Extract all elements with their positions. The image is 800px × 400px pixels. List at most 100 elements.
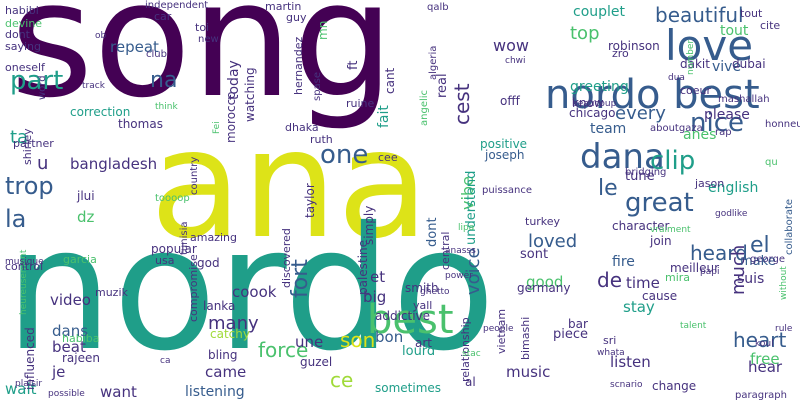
word-compromise: compromise bbox=[187, 254, 200, 322]
word-yall: yall bbox=[413, 299, 433, 312]
word-partner: partner bbox=[13, 137, 54, 150]
word-hear: hear bbox=[748, 358, 783, 376]
word-mira: mira bbox=[665, 271, 691, 284]
word-best: best bbox=[367, 297, 454, 343]
word-jason: jason bbox=[695, 177, 725, 190]
word-coook: coook bbox=[232, 283, 277, 301]
word-bridging: bridging bbox=[625, 167, 667, 178]
word-aboutgaza: aboutgaza bbox=[650, 123, 703, 134]
word-lanka: lanka bbox=[203, 299, 236, 313]
word-rap: rap bbox=[715, 127, 732, 138]
word-heard: heard bbox=[690, 241, 748, 265]
word-toooop: toooop bbox=[155, 193, 190, 204]
word-top: top bbox=[570, 23, 600, 44]
word-saying: saying bbox=[5, 40, 41, 53]
word-discovered: discovered bbox=[280, 228, 293, 288]
word-suis: suis bbox=[737, 271, 765, 287]
word-bangladesh: bangladesh bbox=[70, 155, 158, 173]
word-le: le bbox=[598, 176, 618, 201]
word-tout: tout bbox=[720, 23, 749, 39]
word-heart: heart bbox=[733, 328, 787, 352]
word-godlike: godlike bbox=[715, 209, 748, 219]
word-cant: cant bbox=[383, 67, 397, 94]
word-car: car bbox=[154, 10, 172, 23]
word-angelic: angelic bbox=[419, 89, 430, 126]
word-know: know bbox=[572, 96, 604, 110]
word-track: track bbox=[82, 81, 105, 91]
word-dakit: dakit bbox=[680, 57, 710, 71]
word-turkey: turkey bbox=[525, 215, 561, 228]
word-cee: cee bbox=[378, 151, 398, 164]
word-tout: tout bbox=[740, 7, 763, 20]
word-joseph: joseph bbox=[485, 148, 525, 162]
word-ft: ft bbox=[346, 60, 361, 70]
word-english: english bbox=[708, 180, 759, 196]
word-listening: listening bbox=[185, 384, 245, 400]
word-ta: ta bbox=[10, 127, 29, 148]
word-habiba: habiba bbox=[62, 332, 100, 345]
word-music: music bbox=[506, 363, 551, 381]
word-palestine: palestine bbox=[356, 240, 370, 295]
word-character: character bbox=[612, 219, 670, 233]
word-et: et bbox=[370, 268, 386, 286]
word-dont: dont bbox=[5, 28, 30, 41]
word-god: god bbox=[197, 256, 220, 270]
word-vive: vive bbox=[712, 59, 742, 75]
word-understand: understand bbox=[464, 170, 479, 245]
word-came: came bbox=[205, 363, 247, 381]
word-team: team bbox=[590, 121, 627, 137]
word-new: new bbox=[198, 34, 219, 45]
word-positive: positive bbox=[480, 137, 528, 151]
word-qu: qu bbox=[765, 157, 778, 168]
word-hernandez: hernandez bbox=[292, 36, 305, 95]
word-force: force bbox=[258, 338, 309, 362]
word-collaborate: collaborate bbox=[784, 198, 795, 255]
word-number: number bbox=[686, 39, 696, 75]
word-george: george bbox=[750, 254, 786, 265]
word-beat: beat bbox=[52, 338, 86, 356]
word-club: club bbox=[146, 49, 167, 60]
word-song: song bbox=[10, 0, 395, 133]
word-beautiful: beautiful bbox=[655, 3, 744, 27]
word-independent: independent bbox=[145, 0, 209, 11]
word-great: great bbox=[625, 188, 694, 218]
word-repeat: repeat bbox=[110, 38, 159, 56]
word-good: good bbox=[526, 273, 564, 291]
word-much: much bbox=[728, 244, 749, 295]
word-germany: germany bbox=[517, 281, 571, 295]
word-offf: offf bbox=[500, 94, 520, 108]
word-many: many bbox=[208, 313, 259, 334]
word-amazing: amazing bbox=[190, 231, 237, 244]
word-video: video bbox=[50, 291, 91, 309]
word-el: el bbox=[750, 233, 770, 258]
word-sont: sont bbox=[520, 247, 549, 262]
word-taylor: taylor bbox=[303, 183, 317, 218]
word-musique: musique bbox=[5, 257, 44, 267]
word-dubai: dubai bbox=[732, 57, 766, 71]
word-people: people bbox=[483, 324, 514, 334]
word-guzel: guzel bbox=[300, 355, 333, 369]
word-free: free bbox=[750, 350, 780, 368]
word-plaisir: plaisir bbox=[15, 379, 43, 389]
word-une: une bbox=[295, 333, 324, 351]
word-simply: simply bbox=[362, 205, 376, 245]
word-guy: guy bbox=[286, 11, 307, 24]
word-think: think bbox=[155, 102, 178, 112]
word-dans: dans bbox=[52, 322, 89, 340]
word-stac: stac bbox=[462, 349, 481, 359]
word-lipa: lipa bbox=[458, 223, 475, 233]
word-ruine: ruine bbox=[346, 97, 375, 110]
word-mn: mn bbox=[316, 20, 330, 40]
word-toi: toi bbox=[195, 21, 210, 34]
word-ghetto: ghetto bbox=[420, 287, 450, 297]
word-couplet: couplet bbox=[573, 4, 626, 20]
word-shirley: shirley bbox=[21, 128, 34, 165]
word-devine: devine bbox=[5, 17, 43, 30]
word-art: art bbox=[415, 336, 432, 350]
word-fort: fort bbox=[288, 259, 313, 298]
word-cite: cite bbox=[760, 19, 781, 32]
word-please: please bbox=[704, 107, 750, 123]
word-tunisia: tunisia bbox=[179, 221, 190, 256]
word-robinson: robinson bbox=[608, 39, 660, 53]
